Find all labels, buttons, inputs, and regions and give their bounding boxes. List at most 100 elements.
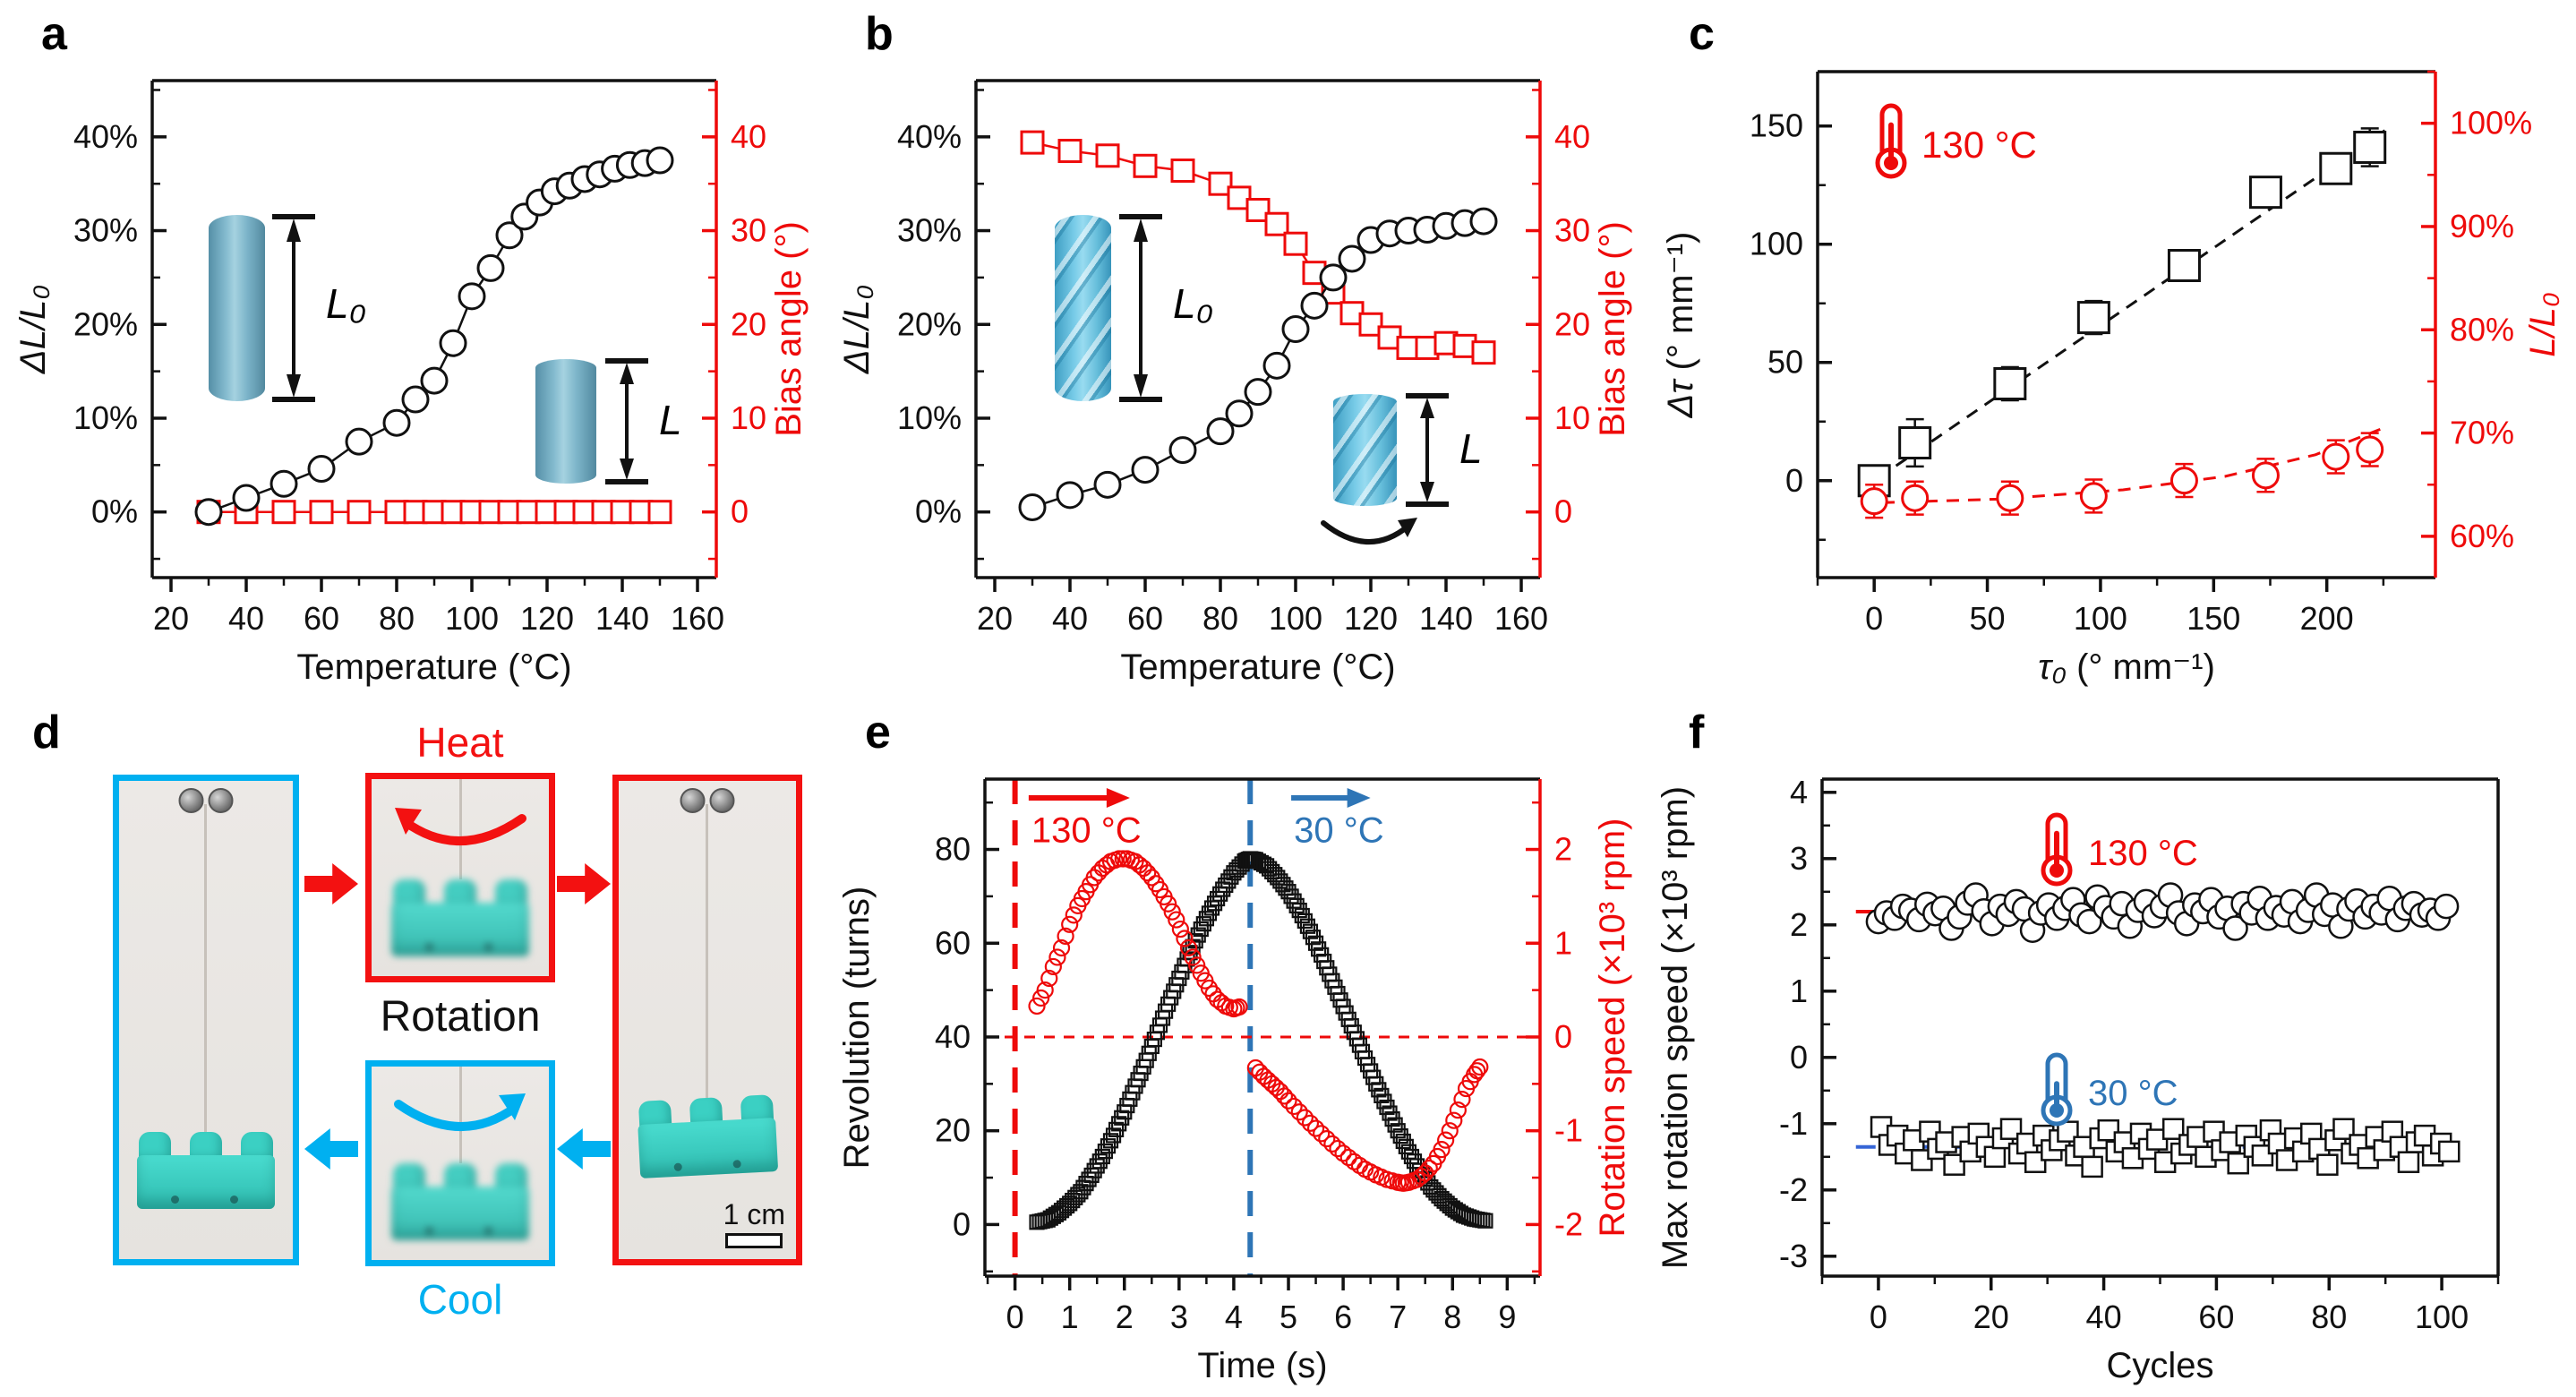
svg-text:30: 30 <box>1554 212 1590 249</box>
untwisted-fiber-long-illustration <box>209 215 265 401</box>
svg-text:6: 6 <box>1334 1298 1352 1335</box>
svg-text:1: 1 <box>1061 1298 1079 1335</box>
cool-step-arrow-icon <box>304 1127 358 1171</box>
panel-f: f 0 20 40 60 80 100 Cycles -3 -2 -1 0 1 2 3 4 Max rotat… <box>1647 698 2576 1397</box>
svg-text:9: 9 <box>1498 1298 1516 1335</box>
y-axis-right: -2 -1 0 1 2 Rotation speed (×10³ rpm) <box>1526 801 1632 1273</box>
svg-text:120: 120 <box>1344 600 1398 637</box>
x-axis: 0 50 100 150 200 τ₀ (° mm⁻¹) <box>1816 578 2385 687</box>
annotation-text: 30 °C <box>1294 811 1384 851</box>
series-speed-heating-circles <box>1028 850 1248 1018</box>
svg-text:200: 200 <box>2300 600 2354 637</box>
annotations: 130 °C 30 °C <box>1028 787 1384 851</box>
svg-text:140: 140 <box>1419 600 1473 637</box>
scale-bar-label: 1 cm <box>723 1198 785 1230</box>
svg-text:3: 3 <box>1790 840 1808 877</box>
svg-text:100: 100 <box>445 600 499 637</box>
fiber <box>706 804 708 1098</box>
panel-e: e 0 1 2 3 4 5 6 7 8 9 Time (s) 0 20 40 60 80 Revolution … <box>824 698 1647 1397</box>
plot-frame <box>1816 70 2437 579</box>
x-axis: 0 20 40 60 80 100 Cycles <box>1820 1276 2500 1385</box>
svg-text:10: 10 <box>1554 399 1590 436</box>
photo-cooled-state <box>113 775 299 1265</box>
clamp <box>178 788 234 813</box>
series-twist-change-squares <box>1857 127 2387 498</box>
chart-c-content: 0 50 100 150 200 τ₀ (° mm⁻¹) 0 50 100 150 Δτ (° mm… <box>1661 70 2563 687</box>
svg-text:Rotation speed (×10³ rpm): Rotation speed (×10³ rpm) <box>1593 818 1632 1237</box>
untwisted-fiber-short-illustration <box>535 359 596 484</box>
length-arrow-icon <box>272 214 315 402</box>
svg-text:7: 7 <box>1389 1298 1407 1335</box>
annotations: 130 °C <box>1875 103 2037 179</box>
svg-text:100%: 100% <box>2450 105 2532 141</box>
svg-text:40: 40 <box>2086 1298 2122 1335</box>
svg-text:40: 40 <box>1554 118 1590 155</box>
annotation-text: 130 °C <box>1921 124 2037 166</box>
svg-text:Bias angle (°): Bias angle (°) <box>769 221 809 437</box>
panel-letter-b: b <box>865 8 894 60</box>
svg-text:0: 0 <box>731 493 749 530</box>
svg-text:1: 1 <box>1790 973 1808 1009</box>
svg-text:Bias angle (°): Bias angle (°) <box>1593 221 1632 437</box>
heat-label: Heat <box>416 719 504 766</box>
svg-text:ΔL/L₀: ΔL/L₀ <box>13 285 53 374</box>
svg-text:Temperature (°C): Temperature (°C) <box>296 647 571 687</box>
y-axis-left: -3 -2 -1 0 1 2 3 4 Max rotation speed (×10³ rpm) <box>1656 774 1836 1274</box>
x-axis: 20 40 60 80 100 120 140 160 Temperature (°C) <box>153 578 724 687</box>
svg-text:60%: 60% <box>2450 518 2514 554</box>
svg-text:-2: -2 <box>1554 1205 1583 1242</box>
svg-text:10%: 10% <box>73 399 138 436</box>
paddle-object-spinning <box>391 1163 529 1240</box>
y-axis-right: 0 10 20 30 40 Bias angle (°) <box>1526 89 1632 561</box>
svg-text:1: 1 <box>1554 924 1572 961</box>
panel-c: c 0 50 100 150 200 τ₀ (° mm⁻¹) 0 50 100 150 Δτ (° … <box>1647 0 2576 698</box>
svg-text:0: 0 <box>1870 1298 1887 1335</box>
svg-text:0: 0 <box>1554 493 1572 530</box>
guide-lines <box>1860 127 2389 505</box>
y-axis-right: 60% 70% 80% 90% 100% L/L₀ <box>2421 70 2563 554</box>
panel-letter-c: c <box>1689 8 1715 60</box>
clamp <box>680 788 735 813</box>
svg-text:Δτ (° mm⁻¹): Δτ (° mm⁻¹) <box>1661 232 1700 419</box>
guide-lines <box>985 779 1540 1276</box>
series-revolution-squares <box>1029 851 1493 1230</box>
svg-text:40%: 40% <box>897 118 962 155</box>
series-strain-circles <box>194 146 674 527</box>
length-arrow-icon <box>1406 393 1449 507</box>
spin-arrow-icon <box>395 808 526 846</box>
svg-text:5: 5 <box>1279 1298 1297 1335</box>
y-axis-left: 0 20 40 60 80 Revolution (turns) <box>837 801 999 1273</box>
svg-text:50: 50 <box>1970 600 2006 637</box>
svg-text:150: 150 <box>2187 600 2240 637</box>
screw-icon <box>680 788 706 813</box>
svg-text:20%: 20% <box>897 305 962 342</box>
svg-text:2: 2 <box>1116 1298 1134 1335</box>
y-axis-left: 0 50 100 150 Δτ (° mm⁻¹) <box>1661 107 1832 542</box>
svg-text:40: 40 <box>1052 600 1088 637</box>
svg-text:8: 8 <box>1443 1298 1461 1335</box>
thermometer-icon <box>2041 1052 2073 1127</box>
svg-text:0%: 0% <box>91 493 138 530</box>
svg-text:70%: 70% <box>2450 415 2514 451</box>
svg-text:ΔL/L₀: ΔL/L₀ <box>837 285 877 374</box>
plot-frame <box>983 777 1542 1278</box>
y-axis-right: 0 10 20 30 40 Bias angle (°) <box>702 89 809 561</box>
svg-text:Temperature (°C): Temperature (°C) <box>1120 647 1395 687</box>
svg-text:20: 20 <box>153 600 189 637</box>
thermometer-icon <box>1875 103 1907 179</box>
series-length-ratio-circles <box>1860 432 2384 519</box>
svg-text:10: 10 <box>731 399 766 436</box>
svg-text:2: 2 <box>1790 906 1808 943</box>
rotation-arrow-icon <box>1321 518 1417 545</box>
panel-b: b 20 40 60 80 100 120 140 160 Temperature (°C) 0%… <box>824 0 1647 698</box>
paddle-object-spinning <box>391 879 529 956</box>
svg-text:80: 80 <box>935 831 971 868</box>
svg-text:40%: 40% <box>73 118 138 155</box>
svg-text:Time (s): Time (s) <box>1197 1346 1327 1385</box>
twisted-fiber-long-illustration <box>1055 215 1111 401</box>
svg-text:40: 40 <box>731 118 766 155</box>
svg-text:Max rotation speed (×10³ rpm): Max rotation speed (×10³ rpm) <box>1656 786 1695 1269</box>
cool-step-arrow-icon <box>557 1127 611 1171</box>
paddle-object <box>637 1094 779 1178</box>
